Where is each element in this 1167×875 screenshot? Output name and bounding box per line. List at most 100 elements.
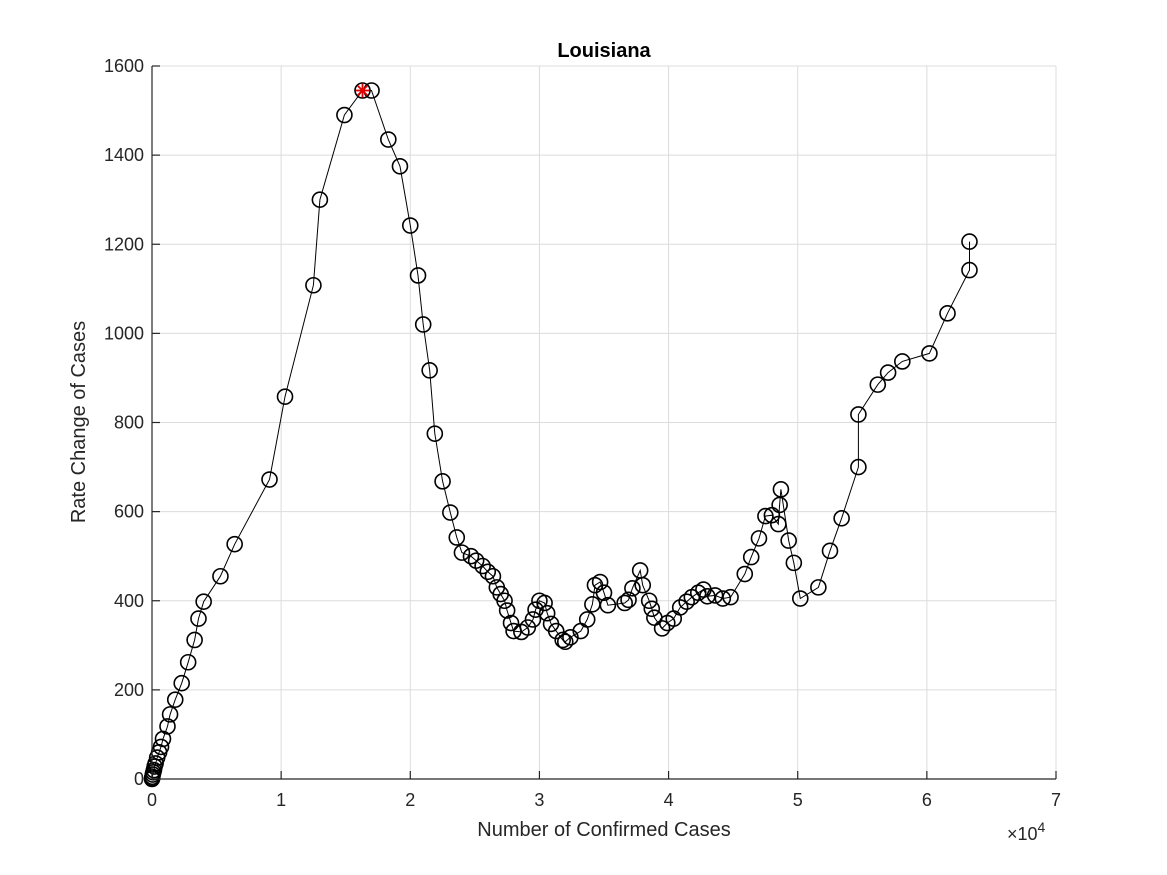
data-point: [519, 619, 537, 636]
data-point: [190, 610, 207, 627]
data-point: [336, 106, 353, 124]
x-tick-label: 2: [405, 790, 415, 810]
data-point: [624, 579, 641, 597]
x-tick-label: 5: [793, 790, 803, 810]
data-point: [502, 614, 520, 632]
data-point: [722, 588, 739, 606]
data-point: [453, 544, 471, 561]
x-tick-label: 7: [1051, 790, 1061, 810]
y-tick-label: 1600: [104, 56, 144, 76]
data-point: [305, 276, 322, 294]
data-point: [772, 481, 790, 498]
data-point: [736, 565, 754, 583]
data-point: [821, 542, 839, 560]
y-axis-label: Rate Change of Cases: [68, 321, 90, 523]
data-point: [442, 504, 459, 521]
data-point: [595, 584, 613, 602]
peak-marker: [355, 83, 370, 98]
data-point: [484, 567, 502, 585]
data-point: [643, 600, 661, 618]
data-point: [195, 593, 212, 610]
data-point: [742, 548, 760, 566]
x-tick-label: 3: [534, 790, 544, 810]
data-point: [391, 157, 409, 175]
data-point: [380, 131, 397, 148]
data-point: [591, 573, 609, 591]
x-tick-label: 6: [922, 790, 932, 810]
data-point: [671, 599, 689, 616]
data-point: [496, 592, 513, 610]
axis-labels: Louisiana Number of Confirmed Cases Rate…: [68, 40, 1046, 844]
data-point: [159, 718, 176, 735]
data-point: [161, 706, 179, 723]
data-point: [653, 620, 671, 637]
data-point: [961, 261, 978, 279]
x-axis-exponent-base: ×10: [1007, 824, 1038, 844]
y-tick-label: 0: [134, 769, 144, 789]
data-point: [547, 622, 565, 640]
data-point: [414, 316, 432, 333]
axes: 0 1 2 3 4 5 6 7 0 200 400 600 800 1000 1200 1400 1600: [104, 56, 1061, 810]
data-point: [226, 535, 243, 553]
data-point: [448, 529, 466, 546]
data-point: [757, 507, 774, 525]
data-point: [961, 233, 978, 250]
data-point: [833, 510, 850, 527]
data-point: [261, 471, 278, 488]
data-point: [276, 388, 294, 405]
data-point: [538, 604, 556, 622]
data-point: [421, 362, 438, 379]
data-point: [554, 631, 571, 649]
data-point: [166, 691, 184, 708]
data-point: [354, 82, 371, 99]
data-point: [850, 406, 867, 423]
data-point: [536, 594, 553, 612]
x-axis-exponent-power: 4: [1038, 819, 1046, 835]
data-point: [810, 579, 827, 596]
x-axis-exponent: ×104: [1007, 819, 1046, 844]
x-tick-label: 4: [664, 790, 674, 810]
y-tick-label: 1200: [104, 234, 144, 254]
data-point: [524, 611, 542, 628]
data-point: [634, 576, 652, 594]
data-point: [599, 596, 617, 614]
y-tick-label: 200: [114, 680, 144, 700]
data-point: [714, 590, 732, 607]
data-point: [409, 267, 427, 284]
data-point: [780, 532, 797, 549]
data-point: [578, 611, 596, 628]
data-point: [186, 631, 203, 649]
data-point: [750, 530, 768, 547]
data-point: [311, 191, 329, 208]
data-point: [770, 515, 787, 533]
data-point: [173, 674, 191, 692]
data-point: [434, 473, 451, 490]
y-tick-label: 800: [114, 413, 144, 433]
x-axis-label: Number of Confirmed Cases: [477, 819, 730, 841]
y-tick-label: 1400: [104, 145, 144, 165]
y-tick-label: 1000: [104, 323, 144, 343]
data-point: [785, 554, 803, 572]
data-point: [147, 755, 164, 772]
data-point: [179, 653, 197, 671]
data-point: [894, 353, 911, 370]
y-tick-label: 400: [114, 591, 144, 611]
data-point: [498, 602, 516, 619]
data-point: [620, 591, 637, 609]
data-point: [640, 592, 658, 610]
data-point: [212, 567, 229, 585]
data-series: [143, 82, 978, 788]
y-tick-label: 600: [114, 502, 144, 522]
data-point: [474, 557, 491, 575]
data-point: [152, 738, 170, 756]
data-point: [678, 593, 695, 610]
series-line: [151, 90, 970, 780]
peak-marker-stroke: [356, 84, 369, 97]
x-tick-label: 1: [276, 790, 286, 810]
data-point: [869, 376, 887, 393]
data-point: [426, 425, 444, 442]
chart-title: Louisiana: [557, 40, 651, 62]
data-point: [791, 590, 809, 607]
data-point: [556, 633, 574, 651]
